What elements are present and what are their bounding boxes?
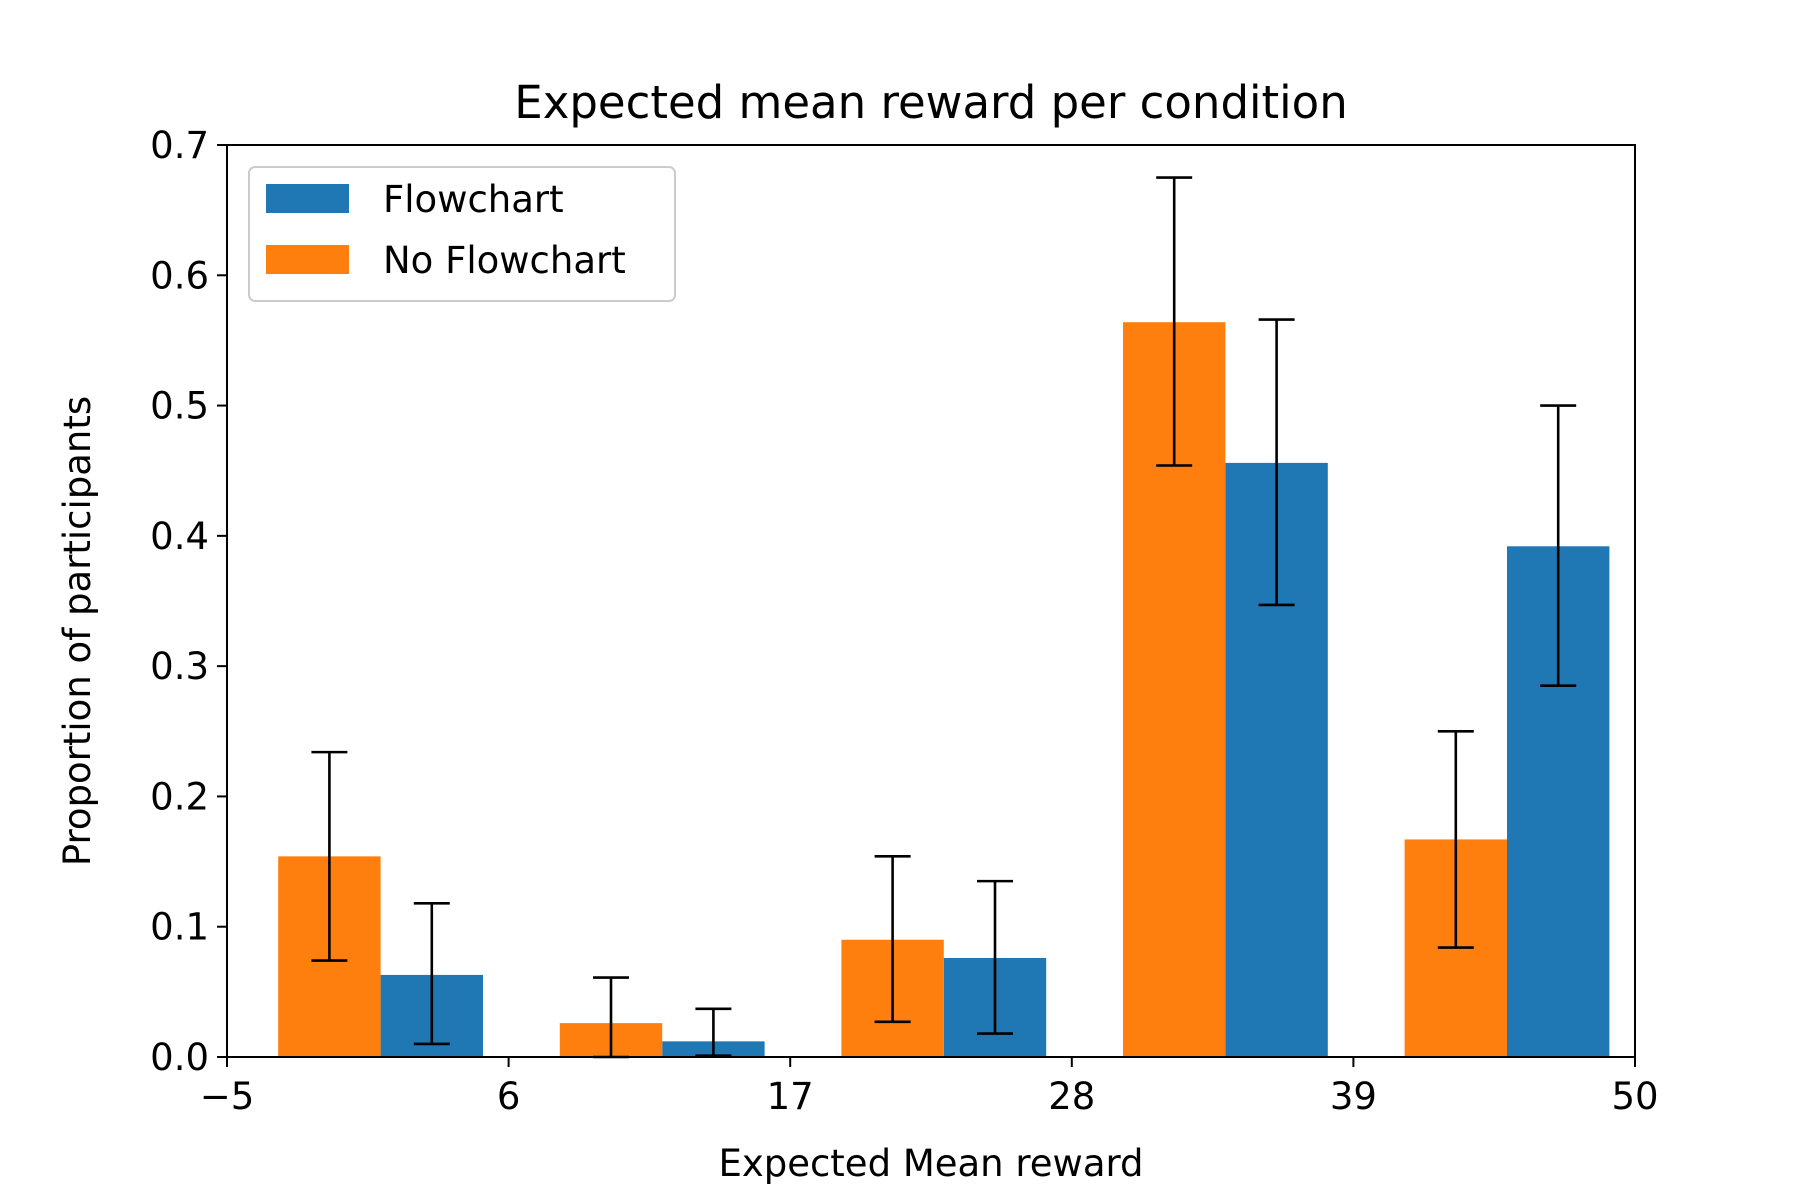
x-axis-ticks: −5 6 17 28 39 50 [200, 1057, 1659, 1118]
y-tick-label: 0.5 [150, 385, 209, 428]
error-bar-no-flowchart-4 [1437, 729, 1474, 949]
x-tick-label: 28 [1048, 1075, 1095, 1118]
error-bar-no-flowchart-3 [1156, 176, 1193, 467]
x-tick-label: −5 [200, 1075, 255, 1118]
legend-label: Flowchart [383, 178, 564, 221]
error-bar-flowchart-0 [413, 901, 450, 1046]
legend-swatch-flowchart [266, 184, 349, 213]
y-tick-label: 0.3 [150, 645, 209, 688]
legend-label: No Flowchart [383, 239, 626, 282]
y-axis-ticks: 0.0 0.1 0.2 0.3 0.4 0.5 0.6 0.7 [150, 124, 227, 1079]
x-axis-label: Expected Mean reward [718, 1142, 1143, 1185]
error-bar-flowchart-4 [1540, 404, 1577, 687]
legend-swatch-no-flowchart [266, 245, 349, 274]
y-tick-label: 0.4 [150, 515, 209, 558]
y-tick-label: 0.2 [150, 775, 209, 818]
y-tick-label: 0.0 [150, 1036, 209, 1079]
y-tick-label: 0.1 [150, 906, 209, 949]
x-tick-label: 39 [1330, 1075, 1377, 1118]
error-bar-flowchart-3 [1258, 318, 1295, 607]
error-bar-no-flowchart-0 [311, 750, 348, 962]
legend: Flowchart No Flowchart [248, 166, 676, 302]
error-bar-flowchart-2 [977, 879, 1013, 1035]
chart-title: Expected mean reward per condition [514, 76, 1347, 129]
x-tick-label: 6 [497, 1075, 521, 1118]
x-tick-label: 50 [1611, 1075, 1658, 1118]
plot-frame [226, 144, 1636, 1058]
legend-box [248, 166, 676, 302]
error-bar-flowchart-1 [695, 1007, 732, 1057]
error-bars-group [311, 176, 1577, 1059]
bars-group [278, 322, 1610, 1057]
y-tick-label: 0.6 [150, 254, 209, 297]
error-bar-no-flowchart-2 [874, 855, 911, 1024]
x-tick-label: 17 [767, 1075, 814, 1118]
y-axis-label: Proportion of participants [56, 396, 99, 866]
y-tick-label: 0.7 [150, 124, 209, 167]
